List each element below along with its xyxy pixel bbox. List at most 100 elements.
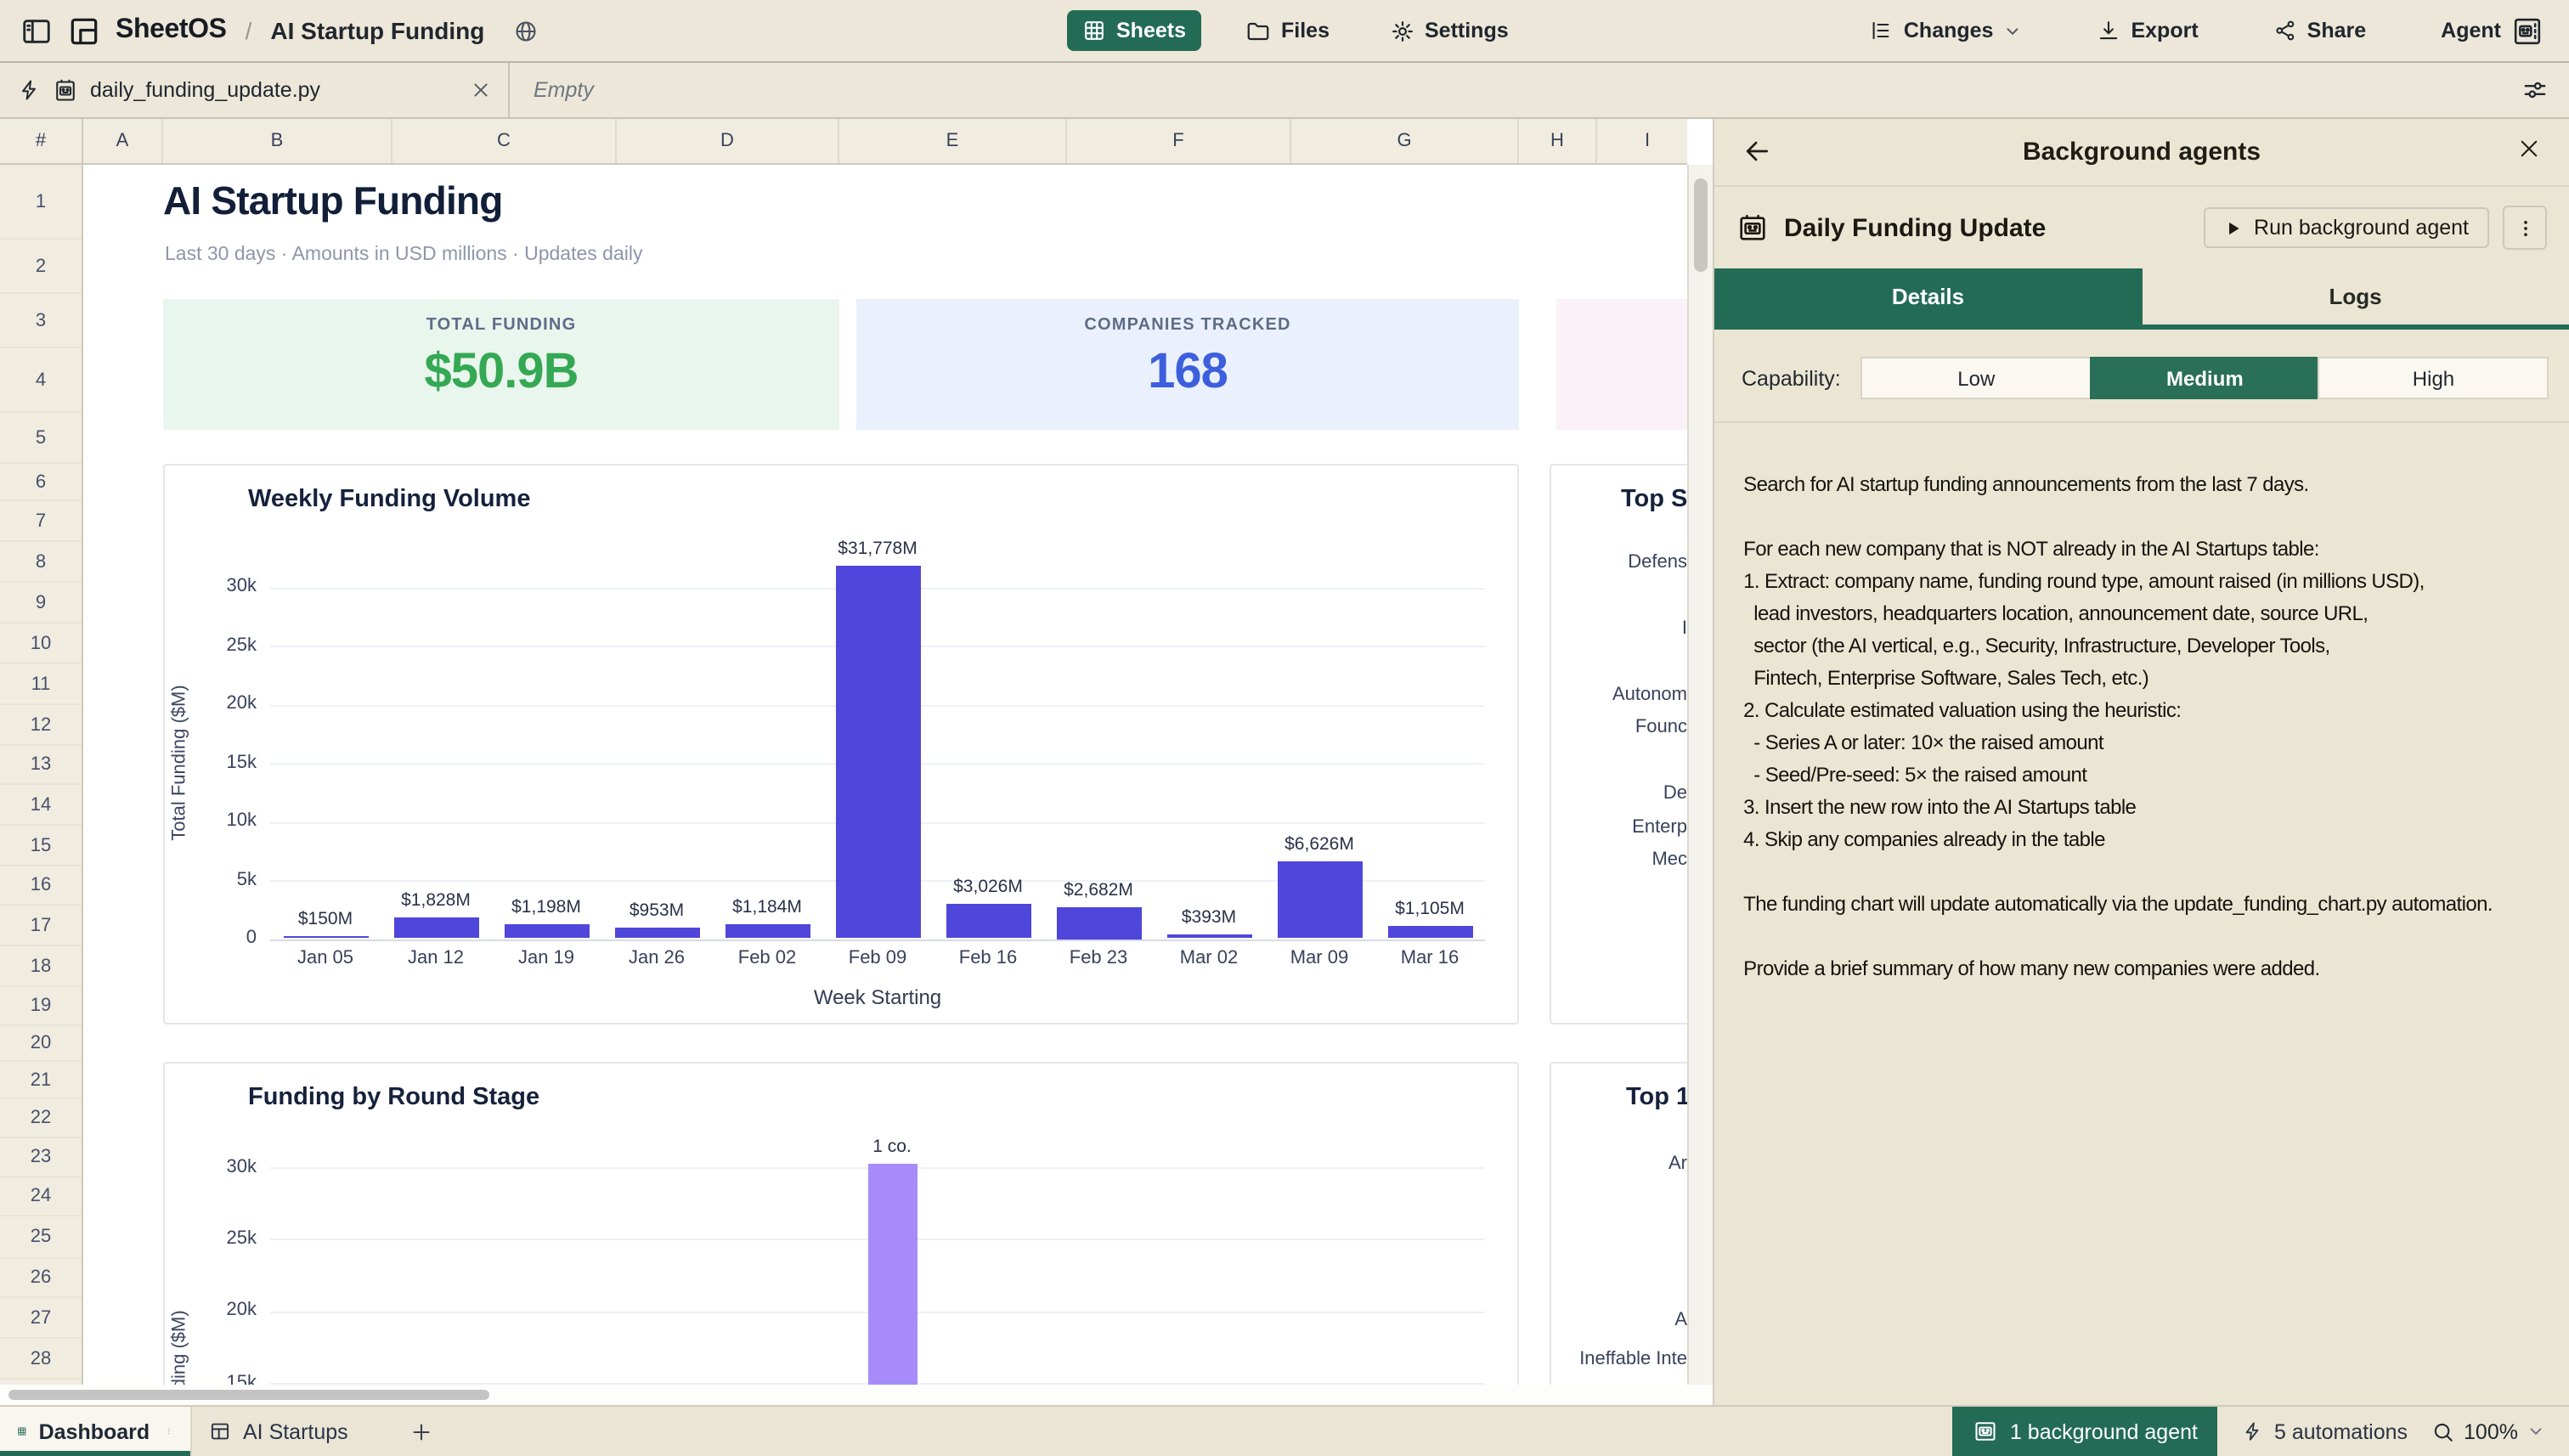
sidebar-toggle-button[interactable] xyxy=(20,14,53,47)
vertical-scrollbar[interactable] xyxy=(1687,165,1713,1385)
automations-button[interactable]: 5 automations xyxy=(2242,1407,2408,1456)
horizontal-scrollbar-thumb[interactable] xyxy=(8,1390,489,1400)
app-name: SheetOS xyxy=(116,15,227,44)
vertical-scrollbar-thumb[interactable] xyxy=(1694,178,1708,272)
share-button[interactable]: Share xyxy=(2273,19,2366,42)
agent-menu-button[interactable] xyxy=(2503,206,2547,250)
panel-divider xyxy=(1714,421,2569,423)
empty-tab[interactable]: Empty xyxy=(510,63,594,117)
column-header-H[interactable]: H xyxy=(1519,119,1597,163)
chart-title: Top 10 xyxy=(1626,1084,1687,1111)
tab-logs[interactable]: Logs xyxy=(2329,284,2382,309)
zoom-control[interactable]: 100% xyxy=(2431,1407,2545,1456)
row-header-28[interactable]: 28 xyxy=(0,1339,82,1380)
sheet-tab-ai-startups[interactable]: AI Startups xyxy=(192,1407,365,1456)
nav-settings[interactable]: Settings xyxy=(1374,9,1524,52)
row-header-1[interactable]: 1 xyxy=(0,165,82,240)
row-header-25[interactable]: 25 xyxy=(0,1216,82,1259)
row-header-6[interactable]: 6 xyxy=(0,464,82,501)
top-sectors-chart: Top S Defens I Autonom Founc De Enterp Mec xyxy=(1550,464,1687,1024)
topbar: SheetOS / AI Startup Funding Sheets File… xyxy=(0,0,2569,61)
row-header-24[interactable]: 24 xyxy=(0,1177,82,1216)
row-header-16[interactable]: 16 xyxy=(0,866,82,906)
corner-cell[interactable]: # xyxy=(0,119,83,163)
nav-sheets[interactable]: Sheets xyxy=(1067,10,1201,51)
row-header-22[interactable]: 22 xyxy=(0,1099,82,1138)
row-header-11[interactable]: 11 xyxy=(0,664,82,705)
bar-value-label: $3,026M xyxy=(953,876,1023,897)
row-header-21[interactable]: 21 xyxy=(0,1062,82,1099)
row-gutter: 1 2 3 4 5 6 7 8 9 10 11 12 13 14 15 16 17 18 19 20 21 22 23 24 2… xyxy=(0,165,83,1385)
category-label: Ineffable Inte xyxy=(1579,1349,1687,1369)
panel-close-button[interactable] xyxy=(2516,136,2542,161)
row-header-13[interactable]: 13 xyxy=(0,746,82,785)
automations-count: 5 automations xyxy=(2273,1419,2408,1443)
column-header-D[interactable]: D xyxy=(617,119,839,163)
row-header-5[interactable]: 5 xyxy=(0,413,82,464)
add-sheet-button[interactable] xyxy=(409,1407,433,1456)
agent-label: Agent xyxy=(2441,19,2501,42)
document-title[interactable]: AI Startup Funding xyxy=(270,17,485,44)
automation-lightning-icon xyxy=(22,80,36,100)
row-header-2[interactable]: 2 xyxy=(0,240,82,294)
file-tab-close-button[interactable] xyxy=(471,80,491,100)
horizontal-scrollbar[interactable] xyxy=(0,1385,1713,1405)
column-header-G[interactable]: G xyxy=(1291,119,1519,163)
column-header-B[interactable]: B xyxy=(163,119,392,163)
back-button[interactable] xyxy=(1742,136,1772,166)
y-tick-label: 30k xyxy=(226,1156,257,1177)
background-agent-status-button[interactable]: 1 background agent xyxy=(1951,1407,2218,1456)
category-label: De xyxy=(1663,783,1687,804)
panel-title: Background agents xyxy=(2022,138,2261,166)
y-axis-title: Total Funding ($M) xyxy=(168,1167,192,1385)
sheet-canvas[interactable]: AI Startup Funding Last 30 days · Amount… xyxy=(83,165,1687,1385)
column-header-C[interactable]: C xyxy=(392,119,617,163)
funding-by-round-chart: Funding by Round Stage Total Funding ($M)… xyxy=(163,1062,1519,1385)
sheet-tab-label: Dashboard xyxy=(38,1419,150,1443)
row-header-14[interactable]: 14 xyxy=(0,785,82,826)
row-header-7[interactable]: 7 xyxy=(0,501,82,542)
bar-value-label: $1,828M xyxy=(401,889,471,911)
file-tab[interactable]: daily_funding_update.py xyxy=(0,63,510,117)
row-header-12[interactable]: 12 xyxy=(0,705,82,746)
export-button[interactable]: Export xyxy=(2097,19,2199,42)
row-header-18[interactable]: 18 xyxy=(0,946,82,987)
column-header-F[interactable]: F xyxy=(1067,119,1291,163)
view-options-button[interactable] xyxy=(2521,63,2549,117)
row-header-10[interactable]: 10 xyxy=(0,624,82,664)
row-header-20[interactable]: 20 xyxy=(0,1026,82,1062)
sheet-tab-dashboard[interactable]: Dashboard xyxy=(0,1407,192,1456)
x-axis-title: Week Starting xyxy=(813,985,942,1009)
run-background-agent-button[interactable]: Run background agent xyxy=(2203,207,2489,248)
breadcrumb-separator: / xyxy=(245,17,252,44)
row-header-8[interactable]: 8 xyxy=(0,542,82,583)
capability-medium-button[interactable]: Medium xyxy=(2089,357,2320,399)
row-header-9[interactable]: 9 xyxy=(0,583,82,624)
agent-button[interactable]: Agent xyxy=(2441,14,2544,47)
capability-low-button[interactable]: Low xyxy=(1860,357,2092,399)
sliders-icon xyxy=(2524,82,2546,99)
row-header-3[interactable]: 3 xyxy=(0,294,82,348)
row-header-4[interactable]: 4 xyxy=(0,348,82,413)
changes-button[interactable]: Changes xyxy=(1870,19,2023,42)
column-header-A[interactable]: A xyxy=(83,119,163,163)
script-robot-icon xyxy=(56,78,75,100)
row-header-26[interactable]: 26 xyxy=(0,1259,82,1298)
changes-label: Changes xyxy=(1903,19,1994,42)
row-header-23[interactable]: 23 xyxy=(0,1138,82,1177)
y-tick-label: 25k xyxy=(226,635,257,655)
capability-high-button[interactable]: High xyxy=(2318,357,2549,399)
topbar-nav: Sheets Files Settings xyxy=(1067,0,1524,61)
row-header-17[interactable]: 17 xyxy=(0,906,82,946)
capability-label: Capability: xyxy=(1742,366,1841,390)
column-header-I[interactable]: I xyxy=(1597,119,1687,163)
bar-Feb 09 xyxy=(835,566,920,939)
agent-name: Daily Funding Update xyxy=(1784,213,2047,242)
tab-details[interactable]: Details xyxy=(1714,268,2142,324)
tab-kebab-icon[interactable] xyxy=(165,1422,173,1441)
column-header-E[interactable]: E xyxy=(839,119,1067,163)
row-header-15[interactable]: 15 xyxy=(0,826,82,866)
row-header-27[interactable]: 27 xyxy=(0,1298,82,1339)
nav-files[interactable]: Files xyxy=(1230,9,1345,52)
row-header-19[interactable]: 19 xyxy=(0,987,82,1026)
